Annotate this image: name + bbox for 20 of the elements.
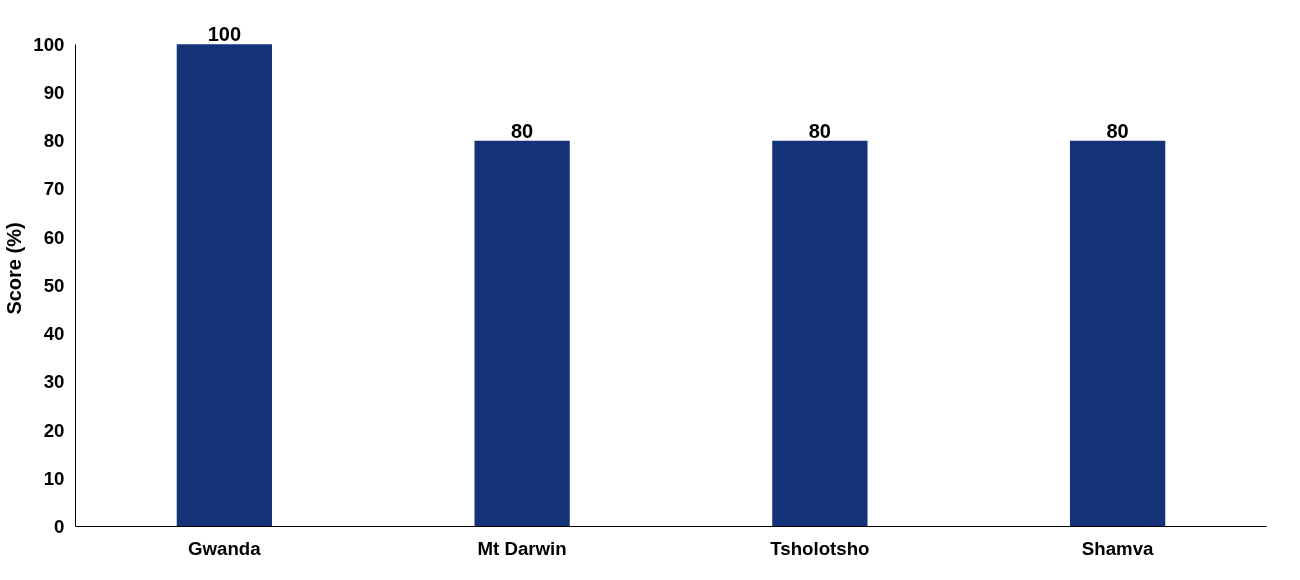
x-tick-label: Shamva bbox=[1081, 537, 1155, 559]
x-tick-label: Tsholotsho bbox=[770, 537, 870, 559]
y-tick-label: 50 bbox=[43, 274, 65, 296]
data-label: 80 bbox=[808, 119, 831, 142]
y-tick-label: 80 bbox=[43, 130, 65, 152]
y-tick-label: 10 bbox=[43, 467, 65, 489]
data-label: 100 bbox=[207, 23, 242, 46]
y-tick-label: 70 bbox=[43, 178, 65, 200]
data-label: 80 bbox=[511, 119, 534, 142]
x-tick-label: Gwanda bbox=[188, 537, 262, 559]
data-label: 80 bbox=[1106, 119, 1129, 142]
y-tick-label: 90 bbox=[43, 81, 65, 103]
y-tick-label: 30 bbox=[43, 371, 65, 393]
y-tick-label: 20 bbox=[43, 419, 65, 441]
y-tick-label: 40 bbox=[43, 323, 65, 345]
y-axis-title: Score (%) bbox=[3, 222, 26, 315]
y-tick-label: 0 bbox=[54, 516, 65, 537]
y-tick-label: 100 bbox=[33, 33, 65, 55]
y-tick-label: 60 bbox=[43, 226, 65, 248]
x-tick-label: Mt Darwin bbox=[477, 537, 567, 559]
